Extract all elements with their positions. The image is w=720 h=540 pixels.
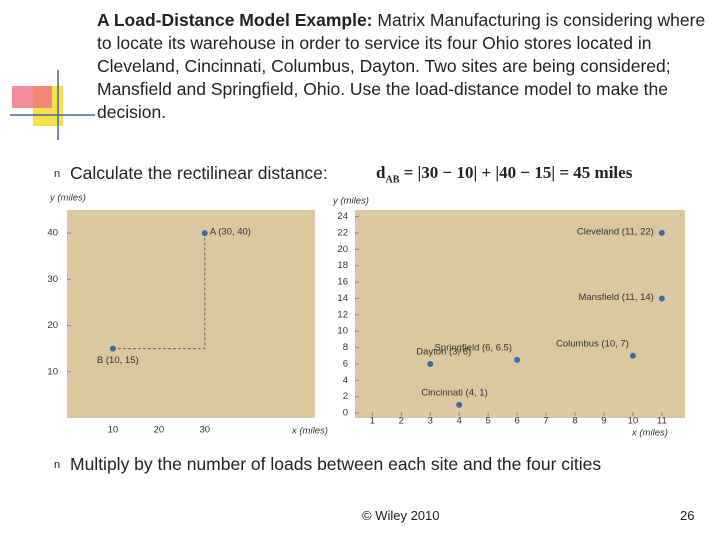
point-label: Mansfield (11, 14)	[578, 292, 653, 303]
x-tick-label: 11	[657, 416, 667, 427]
point-label: B (10, 15)	[97, 355, 139, 366]
x-tick-label: 2	[399, 416, 404, 427]
point	[456, 401, 463, 408]
x-tick-label: 10	[628, 416, 639, 427]
dashed-path	[112, 233, 206, 350]
x-tick-label: 7	[543, 416, 548, 427]
y-tick-label: 6	[343, 358, 348, 369]
point	[201, 230, 208, 237]
y-tick-label: 2	[343, 391, 348, 402]
x-tick-label: 5	[486, 416, 491, 427]
formula-sub: AB	[385, 174, 400, 186]
formula: dAB = |30 − 10| + |40 − 15| = 45 miles	[376, 163, 632, 185]
bullet-text: Calculate the rectilinear distance:	[70, 163, 328, 183]
panel	[67, 210, 315, 418]
y-tick-label: 10	[337, 326, 348, 337]
point	[629, 352, 636, 359]
bullet: n Calculate the rectilinear distance:	[54, 163, 328, 184]
y-tick-label: 0	[343, 408, 348, 419]
point	[514, 356, 521, 363]
x-tick-label: 30	[199, 425, 210, 436]
point	[427, 360, 434, 367]
point	[658, 229, 665, 236]
x-tick-label: 20	[154, 425, 165, 436]
x-tick-label: 8	[572, 416, 577, 427]
y-axis-label: y (miles)	[332, 196, 369, 207]
copyright: © Wiley 2010	[362, 508, 440, 523]
x-tick-label: 9	[601, 416, 606, 427]
x-tick-label: 1	[370, 416, 375, 427]
y-tick-label: 20	[47, 320, 58, 331]
x-tick-label: 10	[108, 425, 119, 436]
formula-expr: = |30 − 10| + |40 − 15| = 45 miles	[403, 163, 633, 182]
bullet-text: Multiply by the number of loads between …	[70, 454, 602, 474]
y-tick-label: 12	[337, 309, 348, 320]
panel	[355, 210, 685, 418]
x-tick-label: 3	[428, 416, 433, 427]
point-label: Cleveland (11, 22)	[577, 226, 654, 237]
y-tick-label: 40	[47, 228, 58, 239]
point	[658, 295, 665, 302]
x-tick-label: 4	[457, 416, 462, 427]
title-text: Matrix Manufacturing is considering wher…	[97, 10, 706, 122]
point-label: Cincinnati (4, 1)	[421, 387, 488, 398]
y-tick-label: 4	[343, 375, 348, 386]
bullet-marker: n	[54, 459, 61, 472]
y-axis-label: y (miles)	[49, 193, 86, 204]
y-tick-label: 8	[343, 342, 348, 353]
y-tick-label: 16	[337, 277, 348, 288]
y-tick-label: 20	[337, 244, 348, 255]
point-label: Springfield (6, 6.5)	[434, 342, 512, 353]
y-tick-label: 24	[337, 211, 348, 222]
bullet-marker: n	[54, 168, 61, 181]
point-label: Columbus (10, 7)	[556, 338, 629, 349]
y-tick-label: 18	[337, 260, 348, 271]
logo-red	[12, 86, 52, 108]
x-tick-label: 6	[514, 416, 519, 427]
page-number: 26	[680, 508, 695, 523]
point	[109, 345, 116, 352]
formula-lhs: d	[376, 163, 386, 182]
title-bold: A Load-Distance Model Example:	[97, 10, 373, 30]
bullet: n Multiply by the number of loads between…	[54, 454, 601, 475]
y-tick-label: 10	[47, 366, 58, 377]
x-axis-label: x (miles)	[291, 426, 328, 437]
x-axis-label: x (miles)	[631, 428, 668, 439]
title: A Load-Distance Model Example: Matrix Ma…	[97, 9, 712, 124]
y-tick-label: 14	[337, 293, 348, 304]
point-label: A (30, 40)	[210, 227, 251, 238]
y-tick-label: 22	[337, 227, 348, 238]
y-tick-label: 30	[47, 274, 58, 285]
point-label: Dayton (3, 6)	[416, 346, 471, 357]
